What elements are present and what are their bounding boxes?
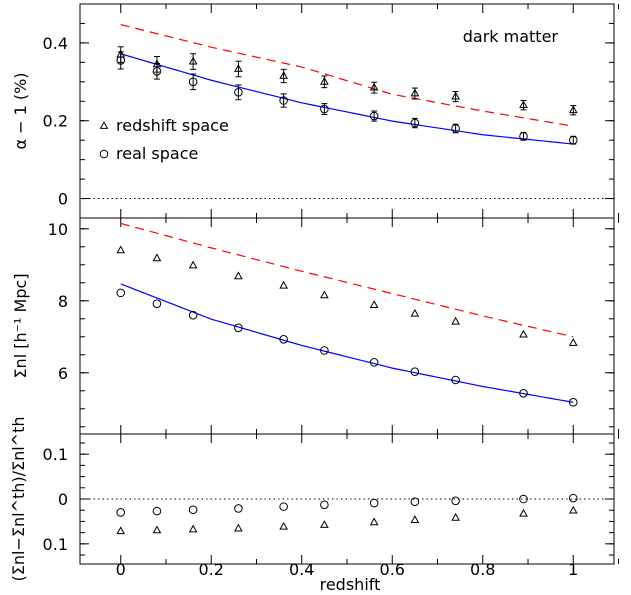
bottom-triangle-point <box>369 517 379 526</box>
top-y-tick-label: 0 <box>58 190 68 209</box>
legend-triangle-marker <box>99 121 109 129</box>
top-triangle-point <box>451 91 460 100</box>
top-circle-point <box>519 131 528 141</box>
middle-y-tick-label: 8 <box>58 292 68 311</box>
middle-circle-point <box>116 288 126 298</box>
middle-triangle-point <box>568 337 578 346</box>
middle-circle-point <box>410 367 420 377</box>
top-y-tick-label: 0.2 <box>43 112 68 131</box>
bottom-y-tick-label: 0.1 <box>43 535 68 554</box>
panel-frames <box>79 3 620 565</box>
bottom-y-tick-label: 0 <box>58 490 68 509</box>
top-circle-point <box>320 104 329 114</box>
dark-matter-label: dark matter <box>463 27 559 46</box>
middle-solid-model-curve <box>120 283 574 403</box>
top-circle-point <box>234 88 243 97</box>
middle-triangle-point <box>152 253 162 262</box>
middle-triangle-point <box>279 280 288 289</box>
middle-circle-point <box>451 375 460 385</box>
legend-label-real-space: real space <box>116 144 198 163</box>
text-layer: redshift dark matter redshift space real… <box>9 27 578 594</box>
bottom-triangle-point <box>234 523 243 532</box>
middle-y-tick-label: 10 <box>48 220 68 239</box>
top-triangle-point <box>568 105 578 114</box>
x-tick-label: 0 <box>116 560 126 579</box>
bottom-circle-point <box>279 502 288 511</box>
top-circle-point <box>152 67 162 76</box>
bottom-circle-point <box>410 497 420 506</box>
bottom-triangle-point <box>320 520 329 528</box>
middle-circle-point <box>568 398 578 407</box>
top-y-tick-label: 0.4 <box>43 34 68 53</box>
bottom-circle-point <box>234 504 243 513</box>
middle-triangle-point <box>116 245 126 254</box>
top-circle-point <box>279 96 288 105</box>
bottom-circle-point <box>188 505 198 515</box>
middle-y-axis-title: Σnl [h⁻¹ Mpc] <box>11 273 30 378</box>
bottom-triangle-point <box>152 525 162 534</box>
middle-circle-point <box>320 346 329 355</box>
middle-triangle-point <box>234 271 243 280</box>
top-triangle-point <box>188 56 198 65</box>
top-circle-point <box>188 77 198 87</box>
top-circle-point <box>568 135 578 145</box>
x-tick-label: 0.4 <box>289 560 314 579</box>
x-tick-label: 0.6 <box>380 560 405 579</box>
top-triangle-point <box>279 71 288 79</box>
bottom-circle-point <box>568 493 578 503</box>
top-circle-point <box>116 56 126 65</box>
legend-circle-marker <box>99 149 109 159</box>
top-triangle-point <box>410 88 420 97</box>
middle-triangle-point <box>369 300 379 309</box>
middle-dashed-model-curve <box>120 222 574 338</box>
middle-y-tick-label: 6 <box>58 364 68 383</box>
top-solid-model-curve <box>120 53 574 145</box>
x-tick-label: 0.2 <box>199 560 224 579</box>
bottom-triangle-point <box>188 524 198 533</box>
bottom-y-axis-title: (Σnl−Σnl^th)/Σnl^th <box>9 416 28 581</box>
top-circle-point <box>451 124 460 133</box>
bottom-circle-point <box>116 508 126 517</box>
middle-circle-point <box>369 358 379 367</box>
middle-circle-point <box>519 389 528 398</box>
bottom-triangle-point <box>279 521 288 530</box>
top-triangle-point <box>320 76 329 85</box>
x-tick-label: 1 <box>568 560 578 579</box>
bottom-triangle-point <box>451 512 460 521</box>
plot-content <box>80 24 614 535</box>
top-triangle-point <box>369 82 379 91</box>
bottom-circle-point <box>320 500 329 510</box>
middle-circle-point <box>152 299 162 308</box>
bottom-circle-point <box>369 498 379 508</box>
bottom-triangle-point <box>568 505 578 514</box>
bottom-triangle-point <box>410 515 420 523</box>
middle-triangle-point <box>188 260 198 269</box>
bottom-triangle-point <box>519 508 528 517</box>
bottom-circle-point <box>451 496 460 506</box>
bottom-circle-point <box>519 494 528 504</box>
middle-circle-point <box>234 323 243 333</box>
top-triangle-point <box>234 64 243 72</box>
bottom-y-tick-label: 0.1 <box>43 445 68 464</box>
bottom-circle-point <box>152 506 162 516</box>
x-axis-title: redshift <box>320 575 381 594</box>
middle-triangle-point <box>320 290 329 299</box>
middle-triangle-point <box>410 308 420 317</box>
bottom-triangle-point <box>116 526 126 535</box>
x-tick-label: 0.8 <box>470 560 495 579</box>
legend-label-redshift-space: redshift space <box>116 116 229 135</box>
middle-circle-point <box>188 310 198 320</box>
top-circle-point <box>369 111 379 121</box>
middle-triangle-point <box>519 329 528 338</box>
middle-panel-frame <box>79 217 615 435</box>
middle-triangle-point <box>451 316 460 325</box>
top-circle-point <box>410 118 420 128</box>
top-dashed-model-curve <box>120 24 574 127</box>
middle-circle-point <box>279 335 288 344</box>
top-triangle-point <box>519 100 528 109</box>
top-y-axis-title: α − 1 (%) <box>11 72 30 149</box>
